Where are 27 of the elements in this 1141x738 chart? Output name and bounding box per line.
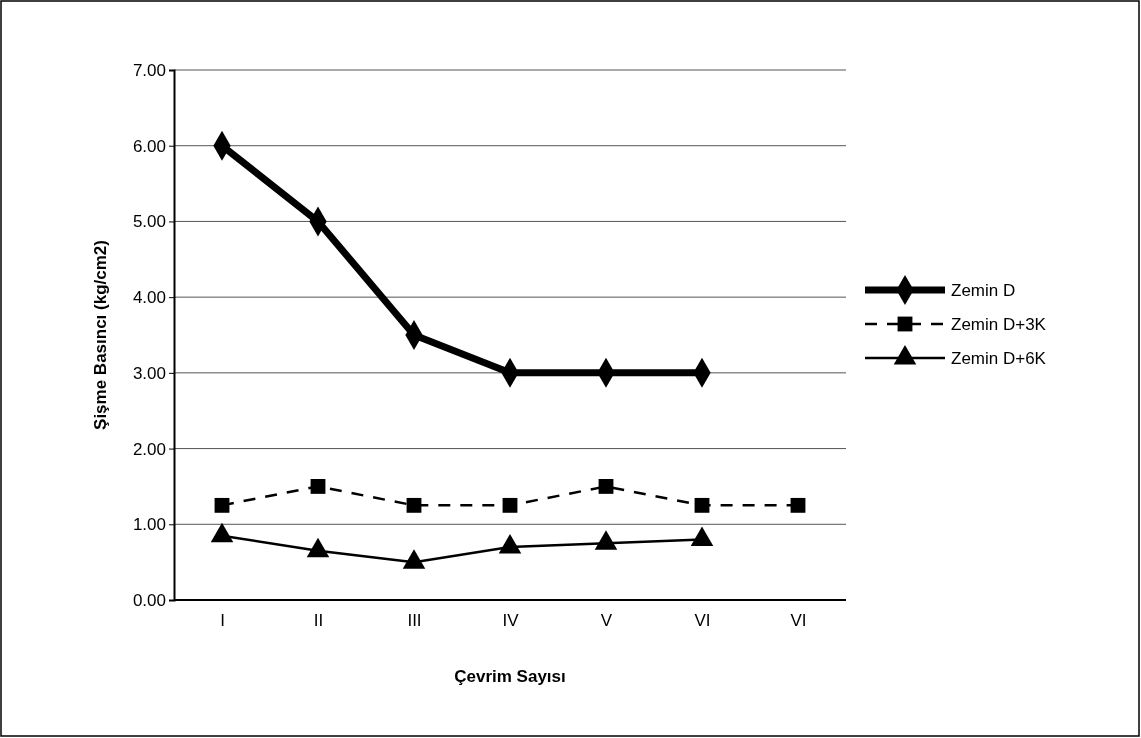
y-tick-label: 5.00: [132, 212, 166, 232]
y-tick-label: 2.00: [132, 439, 166, 459]
x-tick-label: IV: [502, 611, 520, 631]
x-tick-label: III: [407, 611, 422, 631]
y-tick-label: 0.00: [132, 590, 166, 610]
y-tick-label: 4.00: [132, 288, 166, 308]
point: [598, 479, 614, 494]
point: [502, 497, 518, 513]
point: [406, 497, 422, 513]
y-tick-label: 1.00: [132, 515, 166, 535]
y-tick-label: 6.00: [132, 136, 166, 156]
point: [214, 497, 230, 513]
y-tick-label: 3.00: [132, 363, 166, 383]
point: [310, 479, 326, 494]
x-axis-title: Çevrim Sayısı: [454, 667, 566, 686]
legend-label: Zemin D: [951, 281, 1016, 300]
y-tick-label: 7.00: [132, 60, 166, 80]
x-tick-label: I: [220, 611, 225, 631]
point: [694, 497, 710, 513]
x-tick-label: II: [313, 611, 324, 631]
x-tick-label: VI: [790, 611, 807, 631]
legend-label: Zemin D+3K: [951, 315, 1047, 334]
x-tick-label: V: [600, 611, 613, 631]
point: [790, 497, 806, 513]
x-tick-label: VI: [694, 611, 711, 631]
legend-label: Zemin D+6K: [951, 349, 1047, 368]
y-axis-title: Şişme Basıncı (kg/cm2): [91, 240, 110, 430]
